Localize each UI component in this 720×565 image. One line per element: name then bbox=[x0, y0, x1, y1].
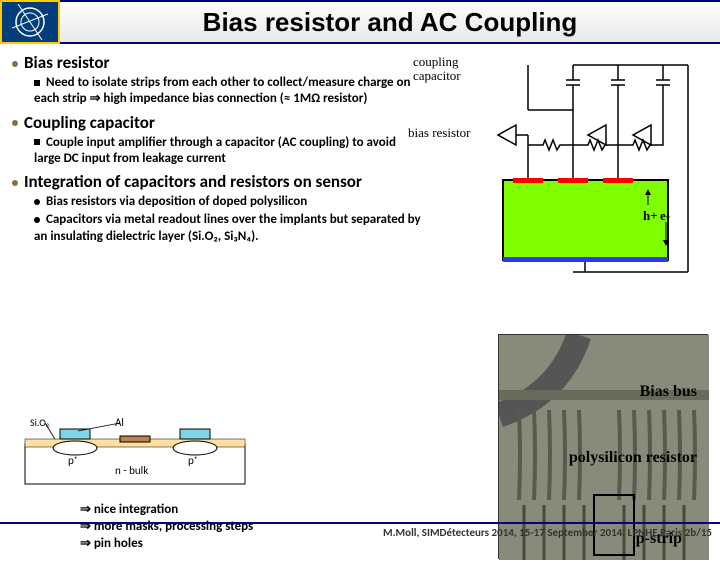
svg-text:h+: h+ bbox=[643, 208, 658, 223]
section-integration: Integration of capacitors and resistors … bbox=[12, 171, 422, 192]
sub-text: Need to isolate strips from each other t… bbox=[34, 75, 411, 106]
cern-logo bbox=[0, 0, 60, 44]
section-coupling-capacitor: Coupling capacitor bbox=[12, 112, 422, 133]
heading-text: Coupling capacitor bbox=[24, 112, 155, 133]
sub-bullet: Couple input amplifier through a capacit… bbox=[34, 135, 422, 168]
page-title: Bias resistor and AC Coupling bbox=[60, 7, 720, 38]
coupling-capacitor-label: coupling capacitor bbox=[413, 55, 483, 84]
svg-text:p⁺: p⁺ bbox=[68, 454, 78, 467]
bias-bus-label: Bias bus bbox=[640, 383, 697, 401]
sub-text: Bias resistors via deposition of doped p… bbox=[46, 194, 307, 209]
section-bias-resistor: Bias resistor bbox=[12, 52, 422, 73]
heading-text: Integration of capacitors and resistors … bbox=[24, 171, 362, 192]
svg-text:n - bulk: n - bulk bbox=[115, 464, 148, 477]
svg-text:p⁺: p⁺ bbox=[188, 454, 198, 467]
cross-section-diagram: Si.O₂ Al p⁺ p⁺ n - bulk bbox=[20, 414, 250, 494]
content: Bias resistor Need to isolate strips fro… bbox=[0, 44, 720, 245]
footer: M.Moll, SIMDétecteurs 2014, 15-17 Septem… bbox=[0, 522, 720, 540]
sub-text: Couple input amplifier through a capacit… bbox=[34, 135, 396, 166]
svg-text:Al: Al bbox=[115, 416, 124, 429]
heading-text: Bias resistor bbox=[24, 52, 110, 73]
sub-bullet: Capacitors via metal readout lines over … bbox=[34, 212, 422, 245]
svg-text:e-: e- bbox=[660, 208, 670, 223]
nice-line: ⇒ nice integration bbox=[80, 502, 253, 519]
bias-resistor-label: bias resistor bbox=[408, 125, 470, 141]
sub-bullet: Need to isolate strips from each other t… bbox=[34, 75, 422, 108]
svg-text:Si.O₂: Si.O₂ bbox=[30, 416, 49, 429]
header: Bias resistor and AC Coupling bbox=[0, 0, 720, 44]
sub-bullet: Bias resistors via deposition of doped p… bbox=[34, 194, 422, 210]
circuit-diagram: h+ e- coupling capacitor bias resistor bbox=[488, 50, 708, 270]
sub-text: Capacitors via metal readout lines over … bbox=[34, 212, 421, 243]
polysilicon-label: polysilicon resistor bbox=[569, 450, 697, 466]
